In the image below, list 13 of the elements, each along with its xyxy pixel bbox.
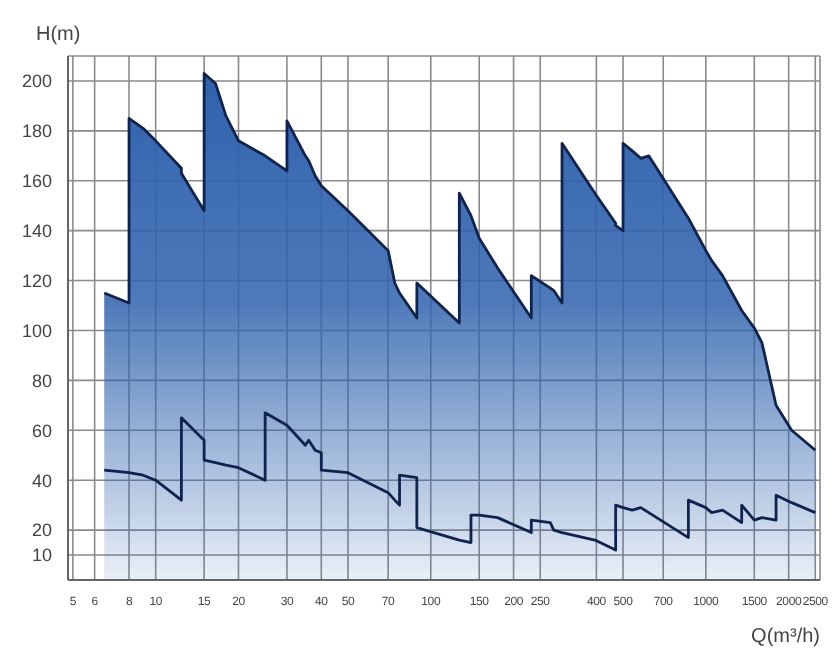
y-tick-label: 200 [21, 71, 52, 92]
y-tick-label: 40 [31, 470, 52, 491]
y-tick-label: 60 [31, 420, 52, 441]
y-tick-label: 160 [21, 171, 52, 192]
y-tick-label: 100 [21, 320, 52, 341]
y-tick-label: 120 [21, 270, 52, 291]
x-axis-title: Q(m³/h) [751, 626, 820, 648]
y-tick-label: 80 [31, 370, 52, 391]
y-tick-label: 180 [21, 121, 52, 142]
y-axis-title: H(m) [36, 24, 81, 46]
y-tick-label: 20 [31, 520, 52, 541]
y-tick-label: 140 [21, 221, 52, 242]
y-tick-label: 10 [31, 545, 52, 566]
